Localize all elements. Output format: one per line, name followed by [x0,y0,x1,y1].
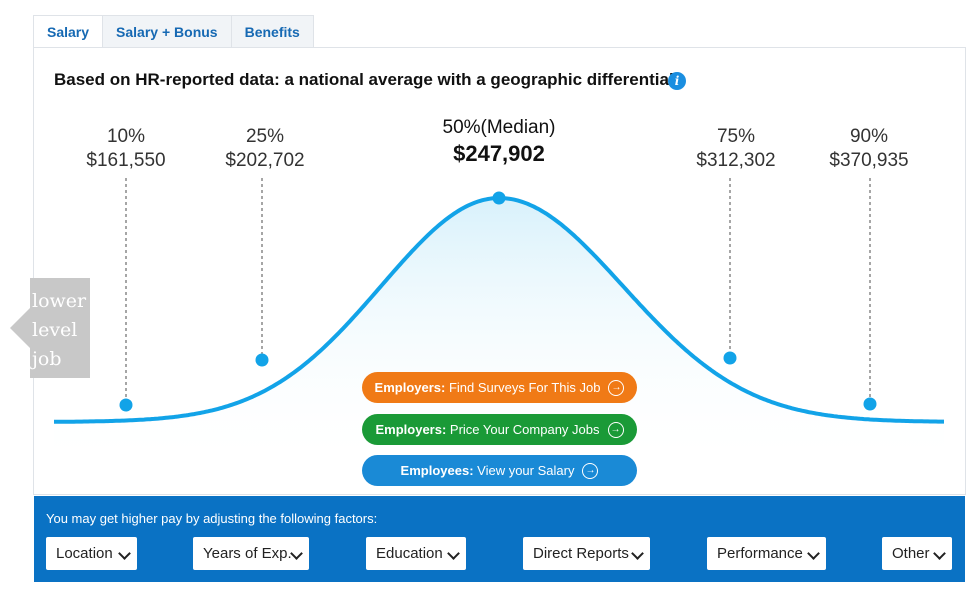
percentile-90-label: 90% $370,935 [799,126,939,174]
price-company-jobs-button[interactable]: Employers: Price Your Company Jobs → [362,414,637,445]
chart-heading: Based on HR-reported data: a national av… [54,70,674,89]
percentile-50-name: 50%(Median) [442,117,556,138]
percentile-25-label: 25% $202,702 [195,126,335,174]
left-arrow-icon [10,308,30,348]
lower-level-line2: level [32,319,78,341]
percentile-10-name: 10% [106,126,146,147]
lower-level-line3: job [32,348,62,370]
percentile-90-point [863,397,877,411]
chevron-down-icon [807,547,820,560]
factors-bar: You may get higher pay by adjusting the … [34,496,965,582]
location-select[interactable]: Location [46,537,137,570]
percentile-75-point [723,351,737,365]
percentile-50-value: $247,902 [453,141,545,166]
percentile-90-value: $370,935 [829,150,909,171]
view-salary-button[interactable]: Employees: View your Salary → [362,455,637,486]
arrow-right-circle-icon: → [582,462,599,479]
lower-level-job-button[interactable]: lower level job [10,278,90,378]
tab-salary-bonus[interactable]: Salary + Bonus [102,15,232,47]
percentile-50-label: 50%(Median) $247,902 [409,117,589,169]
percentile-10-label: 10% $161,550 [56,126,196,174]
find-surveys-button[interactable]: Employers: Find Surveys For This Job → [362,372,637,403]
chevron-down-icon [933,547,946,560]
arrow-right-circle-icon: → [608,379,625,396]
percentile-90-name: 90% [849,126,889,147]
other-select[interactable]: Other [882,537,952,570]
percentile-50-point [492,191,506,205]
info-icon[interactable]: i [668,72,686,90]
education-select[interactable]: Education [366,537,466,570]
percentile-75-label: 75% $312,302 [666,126,806,174]
chevron-down-icon [447,547,460,560]
tab-salary[interactable]: Salary [33,15,104,49]
tab-bar: Salary Salary + Bonus Benefits [33,15,314,49]
percentile-10-point [119,398,133,412]
chevron-down-icon [290,547,303,560]
percentile-75-value: $312,302 [696,150,776,171]
tab-benefits[interactable]: Benefits [230,15,314,47]
curve-fill [54,198,944,470]
factors-label: You may get higher pay by adjusting the … [46,511,378,526]
performance-select[interactable]: Performance [707,537,826,570]
direct-reports-select[interactable]: Direct Reports [523,537,650,570]
percentile-25-name: 25% [245,126,285,147]
years-of-exp-select[interactable]: Years of Exp. [193,537,309,570]
percentile-25-value: $202,702 [225,150,305,171]
chevron-down-icon [118,547,131,560]
chevron-down-icon [631,547,644,560]
percentile-10-value: $161,550 [86,150,166,171]
percentile-75-name: 75% [716,126,756,147]
arrow-right-circle-icon: → [607,421,624,438]
percentile-25-point [255,353,269,367]
lower-level-line1: lower [32,290,87,312]
